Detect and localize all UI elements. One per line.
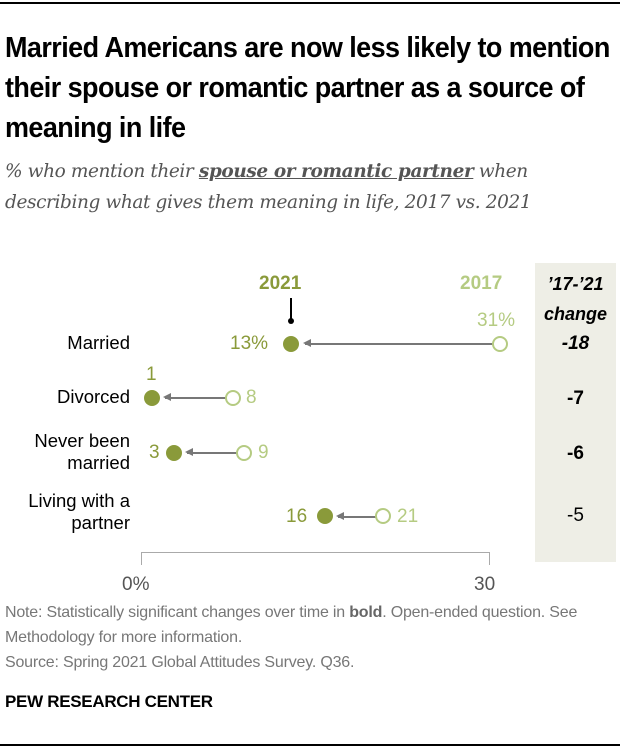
source-line: Source: Spring 2021 Global Attitudes Sur…: [5, 654, 355, 671]
change-column-background: [535, 263, 616, 562]
subtitle-emphasis: spouse or romantic partner: [198, 161, 474, 182]
value-2017-never-married: 9: [258, 442, 269, 463]
bottom-rule: [0, 744, 620, 746]
chart-note: Note: Statistically significant changes …: [5, 600, 620, 675]
chart-subtitle: % who mention their spouse or romantic p…: [5, 156, 605, 218]
legend-2021: 2021: [259, 273, 302, 294]
note-bold: bold: [349, 604, 383, 621]
dot-2017-divorced: [225, 390, 241, 406]
row-label-divorced: Divorced: [57, 386, 130, 407]
arrow-never-married: [185, 449, 239, 455]
value-2021-married: 13%: [230, 333, 269, 354]
x-tick-min: 0%: [122, 574, 150, 595]
change-header-line1: ’17-’21: [547, 274, 604, 294]
dot-2017-never-married: [236, 445, 252, 461]
row-label-married: Married: [67, 332, 130, 353]
row-label-living-with-partner: Living with a partner: [28, 490, 130, 533]
legend-2017: 2017: [460, 273, 503, 294]
dot-2017-living-with-partner: [375, 508, 391, 524]
subtitle-suffix: when describing what gives them meaning …: [5, 161, 532, 213]
value-2017-married: 31%: [477, 310, 516, 331]
x-axis: [141, 552, 490, 565]
change-never-married: -6: [567, 443, 584, 464]
row-label-never-married: Never been married: [34, 430, 130, 473]
x-tick-max: 30: [474, 574, 496, 595]
arrow-living-with-partner: [336, 513, 378, 519]
dot-2021-divorced: [144, 390, 160, 406]
change-living-with-partner: -5: [567, 505, 584, 526]
top-rule: [0, 2, 620, 4]
value-2021-never-married: 3: [149, 442, 160, 463]
change-divorced: -7: [567, 388, 584, 409]
legend-callout-line: [288, 298, 293, 324]
value-2021-divorced: 1: [146, 364, 157, 385]
dot-2021-married: [283, 336, 299, 352]
subtitle-prefix: % who mention their: [5, 161, 199, 182]
change-married: -18: [561, 333, 590, 354]
arrow-divorced: [163, 394, 227, 400]
value-2021-living-with-partner: 16: [286, 506, 308, 527]
chart-title: Married Americans are now less likely to…: [5, 32, 610, 144]
brand-logo: PEW RESEARCH CENTER: [5, 692, 213, 711]
dot-2021-never-married: [166, 445, 182, 461]
value-2017-living-with-partner: 21: [397, 506, 419, 527]
change-header-line2: change: [543, 304, 608, 324]
note-post: . Open-ended question. See Methodology f…: [5, 604, 578, 646]
dot-2021-living-with-partner: [317, 508, 333, 524]
note-pre: Note: Statistically significant changes …: [5, 604, 350, 621]
dot-2017-married: [492, 336, 508, 352]
value-2017-divorced: 8: [246, 387, 257, 408]
arrow-married: [303, 340, 493, 346]
